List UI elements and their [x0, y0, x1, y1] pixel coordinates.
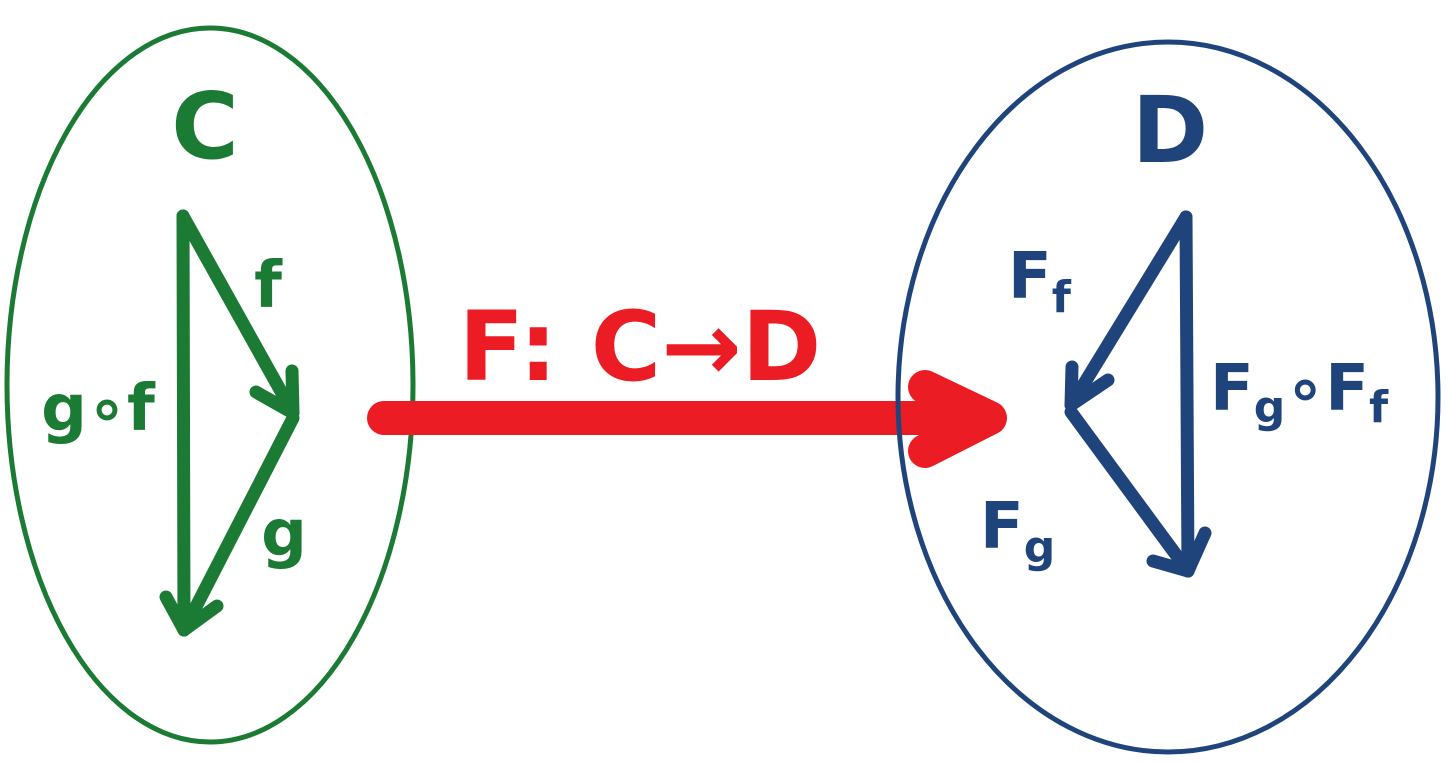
morphism-fgoff-op: ∘ [1285, 352, 1325, 426]
morphism-ff-arrow [1064, 210, 1193, 412]
category-c-label: C [171, 73, 239, 180]
morphism-ff-sub: f [1052, 272, 1072, 323]
morphism-f-label: f [254, 249, 283, 323]
morphism-f-arrow [176, 209, 300, 420]
functor-label: F: C→D [459, 291, 822, 403]
morphism-fg-sub: g [1024, 522, 1056, 573]
functor-arrowhead [908, 370, 1007, 468]
morphism-ff-arrowhead [1064, 360, 1115, 412]
functor-group: F: C→D [367, 291, 1007, 468]
morphism-fg-arrow [1064, 405, 1195, 578]
morphism-fgoff-arrow [1179, 210, 1195, 578]
morphism-gof-arrow [176, 209, 191, 637]
category-c-group: C f g g∘f [4, 25, 416, 745]
category-c-ellipse [4, 25, 416, 745]
category-d-label: D [1132, 77, 1208, 184]
morphism-g-arrow [177, 411, 300, 637]
morphism-ff-main: F [1008, 240, 1052, 314]
morphism-ff-label: Ff [1008, 240, 1072, 323]
morphism-fg-main: F [980, 490, 1024, 564]
morphism-fg-label: Fg [980, 490, 1055, 573]
morphism-fgoff-left-main: F [1210, 352, 1254, 426]
morphism-fgoff-label: Fg∘Ff [1210, 352, 1389, 433]
morphism-fgoff-right-main: F [1325, 352, 1369, 426]
category-d-ellipse [895, 39, 1441, 755]
morphism-gof-label: g∘f [41, 372, 156, 446]
morphism-fgoff-right-sub: f [1369, 382, 1389, 433]
morphism-fgoff-left-sub: g [1254, 382, 1286, 433]
category-d-group: D Ff Fg Fg∘Ff [895, 39, 1441, 755]
morphism-g-label: g [261, 497, 307, 571]
